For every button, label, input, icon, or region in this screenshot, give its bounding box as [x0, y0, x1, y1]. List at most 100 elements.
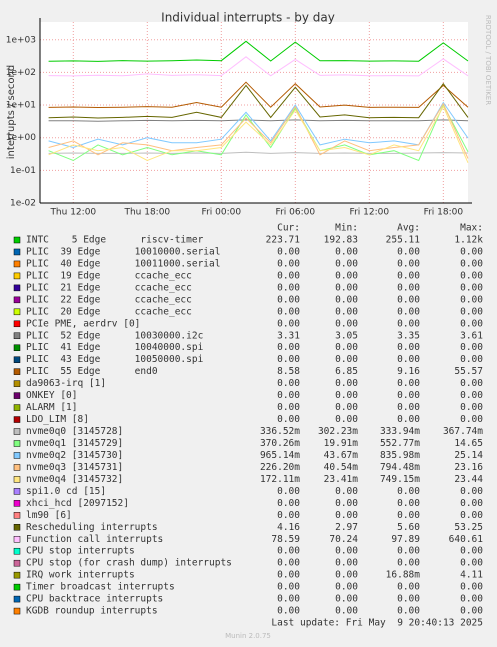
legend-value: 0.00 [335, 282, 358, 293]
legend-value: 965.14m [260, 450, 300, 461]
legend-value: 794.48m [380, 462, 420, 473]
legend-value: 0.00 [460, 318, 483, 329]
series-line [48, 56, 469, 77]
legend-value: 3.35 [397, 330, 420, 341]
legend-label: PLIC 55 Edge end0 [26, 366, 158, 377]
legend-value: 0.00 [335, 390, 358, 401]
legend-swatch [13, 296, 21, 304]
legend-label: PLIC 40 Edge 10011000.serial [26, 258, 220, 269]
legend-value: 0.00 [397, 354, 420, 365]
legend-value: 0.00 [397, 258, 420, 269]
legend-value: 0.00 [460, 282, 483, 293]
series-line [48, 82, 469, 119]
y-tick-label: 1e+02 [6, 68, 36, 78]
y-tick-label: 1e-02 [10, 199, 36, 209]
legend-label: INTC 5 Edge riscv-timer [26, 235, 204, 246]
legend-value: 0.00 [460, 594, 483, 605]
series-line [48, 119, 469, 122]
series-line [48, 102, 469, 159]
legend-swatch [13, 368, 21, 375]
legend-value: 0.00 [397, 582, 420, 593]
legend-label: PLIC 19 Edge ccache_ecc [26, 270, 192, 281]
legend-label: nvme0q1 [3145729] [26, 438, 123, 449]
legend-swatch [13, 332, 21, 340]
legend-value: 0.00 [335, 342, 358, 353]
legend-value: 367.74m [443, 426, 483, 437]
legend-swatch [13, 416, 21, 423]
legend-value: 0.00 [397, 378, 420, 389]
legend-swatch [13, 464, 21, 471]
legend-value: 749.15m [380, 474, 420, 485]
legend-swatch [13, 476, 21, 483]
legend-value: 0.00 [397, 510, 420, 521]
legend-label: KGDB roundup interrupts [26, 606, 158, 617]
legend-value: 0.00 [335, 246, 358, 257]
legend-label: PLIC 21 Edge ccache_ecc [26, 282, 192, 293]
legend-label: nvme0q4 [3145732] [26, 474, 123, 485]
legend-value: 0.00 [277, 558, 300, 569]
legend-label: nvme0q3 [3145731] [26, 462, 123, 473]
legend-value: 0.00 [335, 498, 358, 509]
legend-label: spi1.0 cd [15] [26, 486, 106, 497]
legend-value: 0.00 [335, 306, 358, 317]
y-tick-label: 1e-01 [10, 166, 36, 176]
legend-label: LDO_LIM [8] [26, 414, 89, 425]
legend-value: 25.14 [454, 450, 483, 461]
legend-value: 0.00 [397, 270, 420, 281]
legend-value: 14.65 [454, 438, 483, 449]
legend-label: CPU stop interrupts [26, 546, 135, 557]
legend-value: 0.00 [335, 486, 358, 497]
legend-swatch [13, 308, 21, 316]
legend-value: 0.00 [460, 414, 483, 425]
legend-value: 0.00 [397, 546, 420, 557]
legend-swatch [13, 392, 21, 399]
legend-value: 16.88m [386, 570, 421, 581]
legend-value: 302.23m [318, 426, 358, 437]
legend-value: 6.85 [335, 366, 358, 377]
legend-value: 0.00 [277, 570, 300, 581]
legend-value: 0.00 [277, 342, 300, 353]
legend-label: IRQ work interrupts [26, 570, 135, 581]
legend-swatch [13, 284, 21, 292]
legend-value: 3.31 [277, 330, 300, 341]
legend-value: 97.89 [391, 534, 420, 545]
legend-value: 0.00 [277, 270, 300, 281]
legend-swatch [13, 344, 21, 351]
legend-label: CPU backtrace interrupts [26, 594, 163, 605]
series-lines [48, 40, 469, 164]
legend-label: ALARM [1] [26, 402, 77, 413]
legend-swatch [13, 452, 21, 459]
legend-swatch [13, 595, 21, 603]
legend-value: 0.00 [460, 402, 483, 413]
legend-value: 0.00 [335, 606, 358, 617]
legend-value: 3.61 [460, 330, 483, 341]
chart-title: Individual interrupts - by day [161, 11, 335, 25]
legend-swatch [13, 571, 21, 579]
series-line [48, 101, 469, 149]
legend-value: 0.00 [397, 306, 420, 317]
legend-value: 0.00 [460, 294, 483, 305]
series-line [48, 103, 469, 162]
legend-value: 0.00 [277, 594, 300, 605]
legend-value: 0.00 [277, 402, 300, 413]
legend-value: 70.24 [329, 534, 358, 545]
legend-value: 0.00 [460, 306, 483, 317]
legend-value: 0.00 [335, 414, 358, 425]
legend-label: PLIC 52 Edge 10030000.i2c [26, 330, 203, 341]
legend-value: 0.00 [335, 510, 358, 521]
legend-swatch [13, 236, 21, 244]
legend-value: 0.00 [277, 258, 300, 269]
legend-value: 0.00 [397, 390, 420, 401]
legend-value: 3.05 [335, 330, 358, 341]
legend-value: 0.00 [277, 498, 300, 509]
x-tick-label: Fri 12:00 [350, 208, 390, 218]
legend-label: Timer broadcast interrupts [26, 582, 175, 593]
legend-value: 333.94m [380, 426, 420, 437]
legend-value: 8.58 [277, 366, 300, 377]
legend-value: 0.00 [460, 558, 483, 569]
legend-value: 0.00 [277, 546, 300, 557]
legend-value: 0.00 [277, 294, 300, 305]
x-tick-label: Fri 06:00 [276, 208, 316, 218]
legend-value: 9.16 [397, 366, 420, 377]
legend-value: 0.00 [277, 378, 300, 389]
